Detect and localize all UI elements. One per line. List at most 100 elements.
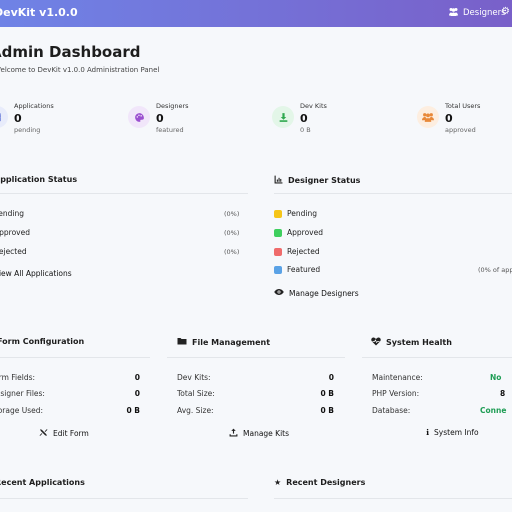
status-label: Pending <box>287 209 317 218</box>
stat-note: 0 B <box>300 126 311 134</box>
stat-value: 0 <box>156 112 164 125</box>
status-pct: (0%) <box>224 248 240 256</box>
file-management-title: File Management <box>177 337 270 347</box>
kv-label: Total Size: <box>177 389 215 398</box>
kv-value: 0 B <box>320 406 334 415</box>
manage-designers-link[interactable]: Manage Designers <box>274 288 359 298</box>
users-icon <box>448 7 459 19</box>
divider <box>362 357 512 358</box>
folder-icon <box>177 337 187 347</box>
nav-designers-link[interactable]: Designers <box>448 7 506 19</box>
kv-value: 8 <box>500 389 506 398</box>
designer-status-row-approved: Approved <box>274 228 323 237</box>
divider <box>167 357 345 358</box>
kv-value: 0 <box>134 373 140 382</box>
stat-label: Total Users <box>445 102 481 110</box>
status-swatch <box>274 209 282 218</box>
recent-applications-label: Recent Applications <box>0 478 85 487</box>
file-management-label: File Management <box>192 337 271 347</box>
designer-status-row-pending: Pending <box>274 209 317 218</box>
recent-designers-label: Recent Designers <box>286 478 366 487</box>
application-status-title: Application Status <box>0 175 77 184</box>
page-subtitle: Welcome to DevKit v1.0.0 Administration … <box>0 66 160 74</box>
view-all-applications-label: View All Applications <box>0 269 72 278</box>
stat-note: approved <box>445 126 476 134</box>
stat-dev-kits: Dev Kits 0 0 B <box>272 102 327 134</box>
status-swatch <box>274 265 282 274</box>
edit-form-label: Edit Form <box>53 429 89 438</box>
divider <box>0 357 150 358</box>
stat-note: pending <box>14 126 41 134</box>
gear-icon[interactable]: ⚙ <box>501 6 510 17</box>
divider <box>0 498 248 499</box>
manage-kits-label: Manage Kits <box>243 429 290 438</box>
app-status-row-rejected: Rejected <box>0 247 27 256</box>
app-status-row-pending: Pending <box>0 209 24 218</box>
kv-value: 0 <box>134 389 140 398</box>
status-label: Approved <box>0 228 30 237</box>
kv-value: 0 B <box>126 406 140 415</box>
system-info-button[interactable]: ℹ System Info <box>426 428 479 437</box>
heartbeat-icon <box>371 337 381 348</box>
system-health-label: System Health <box>386 338 452 347</box>
system-info-label: System Info <box>434 428 479 437</box>
manage-designers-label: Manage Designers <box>289 288 359 298</box>
status-swatch <box>274 228 282 237</box>
top-navbar: DevKit v1.0.0 Designers ⚙ <box>0 0 512 27</box>
kv-label: Maintenance: <box>372 373 423 382</box>
kv-value: 0 <box>328 373 334 382</box>
download-icon <box>272 106 294 128</box>
stat-value: 0 <box>300 112 308 125</box>
divider <box>274 193 512 194</box>
form-configuration-label: Form Configuration <box>0 337 85 346</box>
kv-value: 0 B <box>320 389 334 398</box>
status-label: Pending <box>0 209 24 218</box>
recent-designers-title: ★ Recent Designers <box>274 478 365 487</box>
designer-status-title: Designer Status <box>274 175 360 186</box>
system-health-title: System Health <box>371 337 452 348</box>
info-icon: ℹ <box>426 428 430 437</box>
view-all-applications-link[interactable]: View All Applications <box>0 269 72 278</box>
status-label: Rejected <box>287 247 320 256</box>
designer-status-row-rejected: Rejected <box>274 247 320 256</box>
stat-note: featured <box>156 126 184 134</box>
brand-title[interactable]: DevKit v1.0.0 <box>0 6 78 19</box>
stat-value: 0 <box>445 112 453 125</box>
app-status-row-approved: Approved <box>0 228 30 237</box>
kv-value: Conne <box>480 406 507 415</box>
chart-icon <box>274 175 283 186</box>
application-status-label: Application Status <box>0 175 78 184</box>
form-configuration-title: Form Configuration <box>0 337 84 346</box>
manage-kits-button[interactable]: Manage Kits <box>229 428 289 439</box>
stat-applications: ▤ Applications 0 pending <box>0 102 54 134</box>
divider <box>274 498 512 499</box>
status-note: (0% of appr <box>478 266 512 274</box>
kv-label: PHP Version: <box>372 389 420 398</box>
users-icon <box>417 106 439 128</box>
edit-form-button[interactable]: Edit Form <box>39 428 89 439</box>
status-label: Featured <box>287 265 321 274</box>
kv-label: Form Fields: <box>0 373 36 382</box>
page-title: Admin Dashboard <box>0 43 141 61</box>
palette-icon <box>128 106 150 128</box>
status-swatch <box>274 247 282 256</box>
stat-label: Applications <box>14 102 54 110</box>
nav-designers-label: Designers <box>463 8 506 18</box>
tools-icon <box>39 428 48 439</box>
file-icon: ▤ <box>0 106 8 128</box>
stat-label: Dev Kits <box>300 102 327 110</box>
kv-label: Storage Used: <box>0 406 44 415</box>
recent-applications-title: Recent Applications <box>0 478 85 487</box>
kv-label: Avg. Size: <box>177 406 214 415</box>
stat-designers: Designers 0 featured <box>128 102 189 134</box>
upload-icon <box>229 428 238 439</box>
eye-icon <box>274 288 284 298</box>
status-pct: (0%) <box>224 229 240 237</box>
star-icon: ★ <box>274 478 282 487</box>
stat-label: Designers <box>156 102 189 110</box>
divider <box>0 193 248 194</box>
kv-label: Dev Kits: <box>177 373 211 382</box>
designer-status-row-featured: Featured <box>274 265 320 274</box>
kv-label: Database: <box>372 406 411 415</box>
status-pct: (0%) <box>224 210 240 218</box>
